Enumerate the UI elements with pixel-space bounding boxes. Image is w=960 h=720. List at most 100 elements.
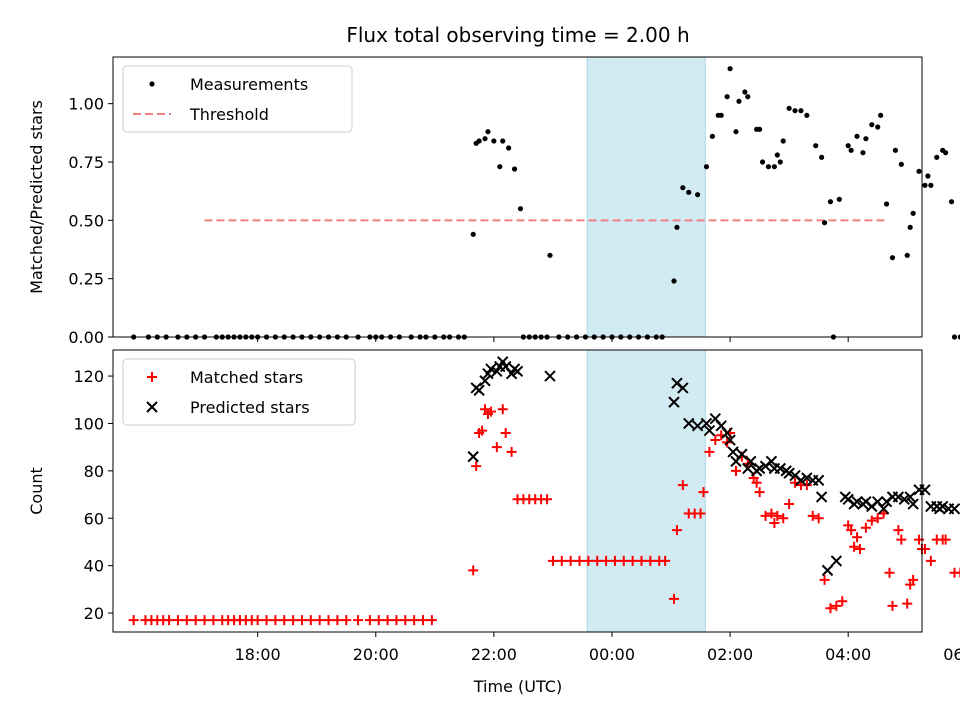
predicted-star-point <box>700 417 713 430</box>
matched-star-point <box>760 510 771 521</box>
measurement-point <box>951 334 958 340</box>
legend-threshold-label: Threshold <box>189 105 269 124</box>
matched-star-point <box>925 555 936 566</box>
observing-window-shade <box>586 56 706 338</box>
legend-matched-marker <box>147 372 157 382</box>
matched-star-point <box>884 567 895 578</box>
matched-star-point <box>645 555 656 566</box>
legend-predicted-marker <box>146 401 158 413</box>
matched-star-point <box>704 446 715 457</box>
matched-star-point <box>500 427 511 438</box>
legend-matched-label: Matched stars <box>190 368 303 387</box>
matched-star-point <box>846 525 857 536</box>
matched-star-point <box>314 615 325 626</box>
matched-star-point <box>491 442 502 453</box>
x-tick-label: 00:00 <box>589 645 635 664</box>
matched-star-point <box>940 534 951 545</box>
matched-star-point <box>772 510 783 521</box>
measurement-point <box>765 164 772 170</box>
measurement-point <box>948 199 955 205</box>
measurement-point <box>892 147 899 153</box>
matched-star-point <box>426 615 437 626</box>
measurement-point <box>813 143 819 149</box>
x-tick-label: 22:00 <box>471 645 517 664</box>
measurement-point <box>916 168 922 174</box>
measurement-point <box>780 138 786 144</box>
matched-star-point <box>542 494 553 505</box>
matched-star-point <box>801 480 812 491</box>
matched-star-point <box>270 615 281 626</box>
matched-star-point <box>609 555 620 566</box>
x-tick-label: 20:00 <box>353 645 399 664</box>
matched-star-point <box>172 615 183 626</box>
plot-frame <box>112 56 923 338</box>
matched-star-point <box>860 522 871 533</box>
matched-star-point <box>400 615 411 626</box>
matched-star-point <box>872 513 883 524</box>
predicted-star-point <box>783 467 795 479</box>
predicted-star-point <box>898 493 910 506</box>
matched-star-point <box>341 615 352 626</box>
y-tick-label: 0.00 <box>68 328 104 347</box>
legend-measurements-marker <box>149 81 155 87</box>
matched-star-point <box>896 534 907 545</box>
y-tick-label: 0.25 <box>68 270 104 289</box>
predicted-star-point <box>668 396 680 408</box>
count-panel: 20 40 60 80 100 120 18:00 20:00 22:00 00:00 02:00 0… <box>27 349 960 664</box>
measurement-point <box>736 98 742 104</box>
measurement-point <box>745 94 751 100</box>
measurement-point <box>898 161 904 167</box>
x-tick-label: 06:00 <box>943 645 960 664</box>
matched-star-point <box>893 525 904 536</box>
matched-star-point <box>668 593 679 604</box>
predicted-star-point <box>753 462 766 475</box>
matched-star-point <box>769 517 780 528</box>
predicted-star-point <box>851 495 863 508</box>
matched-star-point <box>601 555 612 566</box>
y-tick-label: 0.50 <box>68 211 104 230</box>
matched-star-point <box>852 532 863 543</box>
measurement-point <box>860 150 866 156</box>
measurement-point <box>485 129 491 135</box>
predicted-star-point <box>765 455 778 468</box>
predicted-star-point <box>479 375 491 387</box>
measurement-point <box>883 201 890 207</box>
matched-star-point <box>751 477 762 488</box>
matched-star-point <box>468 565 479 576</box>
measurement-point <box>476 138 482 144</box>
matched-star-point <box>279 615 290 626</box>
predicted-star-point <box>742 462 754 475</box>
matched-star-point <box>819 574 830 585</box>
matched-star-point <box>547 555 558 566</box>
measurement-point <box>742 89 748 95</box>
predicted-star-point <box>936 500 949 513</box>
predicted-star-point <box>812 474 825 487</box>
matched-star-point <box>813 513 824 524</box>
matched-star-point <box>754 487 765 498</box>
predicted-star-point <box>736 448 748 460</box>
measurement-point <box>497 164 503 170</box>
matched-star-point <box>252 615 263 626</box>
measurement-point <box>703 164 710 170</box>
y-tick-label: 40 <box>84 557 104 576</box>
matched-star-point <box>730 465 741 476</box>
measurement-point <box>907 224 913 230</box>
predicted-star-point <box>511 365 524 378</box>
measurement-point <box>845 143 851 149</box>
measurement-point <box>671 278 677 284</box>
y-tick-label: 120 <box>73 367 104 386</box>
measurement-point <box>506 145 512 151</box>
matched-star-point <box>766 508 777 519</box>
measurement-point <box>517 206 524 212</box>
measurement-point <box>686 189 692 195</box>
measurement-point <box>470 231 476 237</box>
y-tick-label: 0.75 <box>68 153 104 172</box>
measurement-point <box>482 136 488 142</box>
matched-star-point <box>908 574 919 585</box>
matched-star-point <box>807 510 818 521</box>
predicted-star-point <box>795 474 807 487</box>
predicted-star-point <box>703 424 716 437</box>
matched-star-point <box>556 555 567 566</box>
predicted-star-point <box>801 472 813 484</box>
matched-star-point <box>296 615 307 626</box>
